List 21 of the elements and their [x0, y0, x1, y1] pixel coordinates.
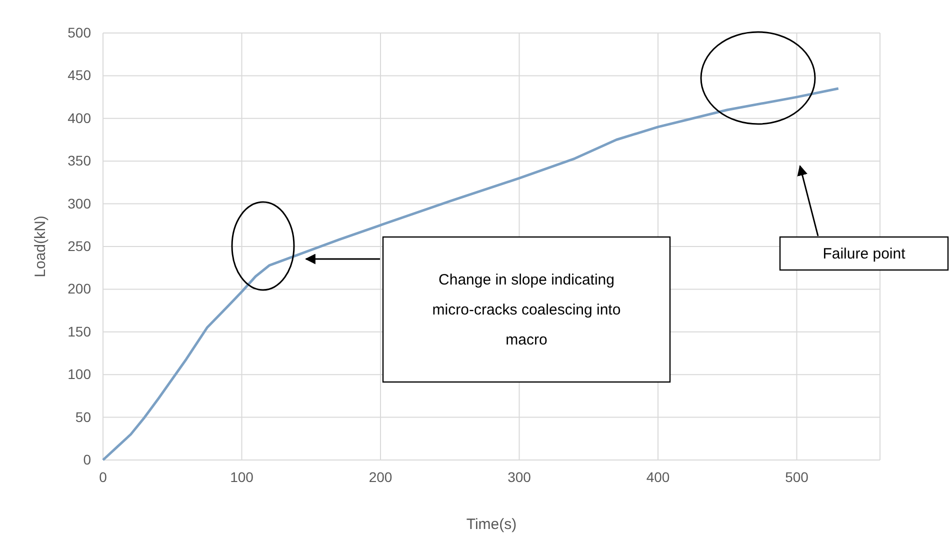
- y-tick-label: 200: [68, 280, 92, 297]
- y-tick-label: 350: [68, 152, 92, 169]
- x-tick-label: 100: [230, 468, 254, 485]
- y-tick-label: 250: [68, 238, 92, 254]
- y-axis-title: Load(kN): [32, 216, 49, 278]
- y-tick-label: 50: [75, 408, 92, 425]
- x-tick-label: 0: [99, 468, 108, 485]
- y-tick-label: 0: [83, 451, 92, 468]
- y-tick-label: 100: [68, 366, 92, 382]
- x-tick-label: 200: [368, 468, 392, 485]
- x-tick-label: 500: [785, 468, 809, 485]
- x-tick-label: 300: [508, 468, 532, 485]
- annotation: Failure point: [822, 246, 906, 262]
- y-tick-label: 300: [68, 195, 92, 212]
- y-tick-label: 400: [68, 110, 92, 126]
- y-tick-label: 450: [68, 67, 92, 84]
- x-axis-title: Time(s): [466, 516, 517, 533]
- y-tick-label: 500: [68, 24, 92, 40]
- annotation: Change in slope indicating micro-cracks coalescing into macro: [432, 272, 621, 348]
- y-tick-label: 150: [68, 323, 92, 340]
- x-tick-label: 400: [646, 468, 670, 485]
